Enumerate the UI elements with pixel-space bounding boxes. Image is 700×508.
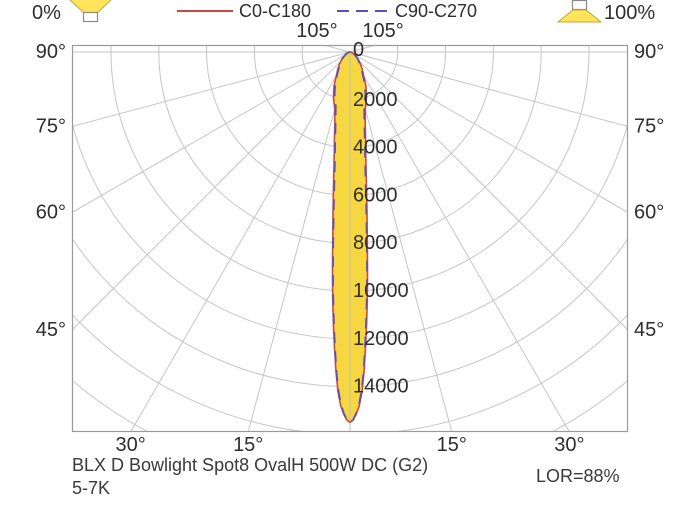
legend-line-c0-c180-icon <box>177 10 233 12</box>
angle-label-right: 90° <box>634 41 664 63</box>
legend-label-c90-c270: C90-C270 <box>395 0 478 21</box>
angle-label-bottom: 15° <box>233 434 263 456</box>
radial-tick-label: 10000 <box>353 280 409 302</box>
uplight-percentage: 0% <box>32 2 61 24</box>
angle-label-bottom: 30° <box>554 434 584 456</box>
angle-label-top: 105° <box>296 20 337 42</box>
luminaire-title: BLX D Bowlight Spot8 OvalH 500W DC (G2) <box>72 455 429 475</box>
radial-tick-label: 14000 <box>353 376 409 398</box>
angle-label-bottom: 30° <box>115 434 145 456</box>
angle-label-left: 45° <box>36 319 66 341</box>
angle-label-right: 60° <box>634 202 664 224</box>
angle-label-top: 105° <box>362 20 403 42</box>
luminaire-subtitle: 5-7K <box>72 478 111 498</box>
curve-c90-c270 <box>332 51 368 424</box>
legend-item-c0-c180: C0-C180 <box>176 0 311 22</box>
radial-tick-label: 2000 <box>353 89 398 111</box>
angle-label-left: 60° <box>36 202 66 224</box>
lor-value: LOR=88% <box>536 466 620 486</box>
legend-label-c0-c180: C0-C180 <box>239 0 312 21</box>
beam-curves <box>331 51 369 432</box>
angle-label-left: 75° <box>36 116 66 138</box>
legend-item-c90-c270: C90-C270 <box>336 0 477 22</box>
uplight-icon <box>69 0 112 23</box>
radial-tick-label: 0 <box>353 39 364 61</box>
legend-line-c90-c270-icon <box>337 10 389 12</box>
angle-label-left: 90° <box>36 41 66 63</box>
radial-tick-label: 6000 <box>353 184 398 206</box>
curve-c0-c180 <box>331 51 369 424</box>
radial-tick-label: 12000 <box>353 328 409 350</box>
downlight-percentage: 100% <box>604 2 656 24</box>
radial-tick-label: 4000 <box>353 137 398 159</box>
plot-border <box>71 44 629 433</box>
radial-tick-label: 8000 <box>353 232 398 254</box>
angle-label-bottom: 15° <box>437 434 467 456</box>
downlight-icon <box>556 0 603 23</box>
angle-label-right: 75° <box>634 116 664 138</box>
angle-label-right: 45° <box>634 319 664 341</box>
